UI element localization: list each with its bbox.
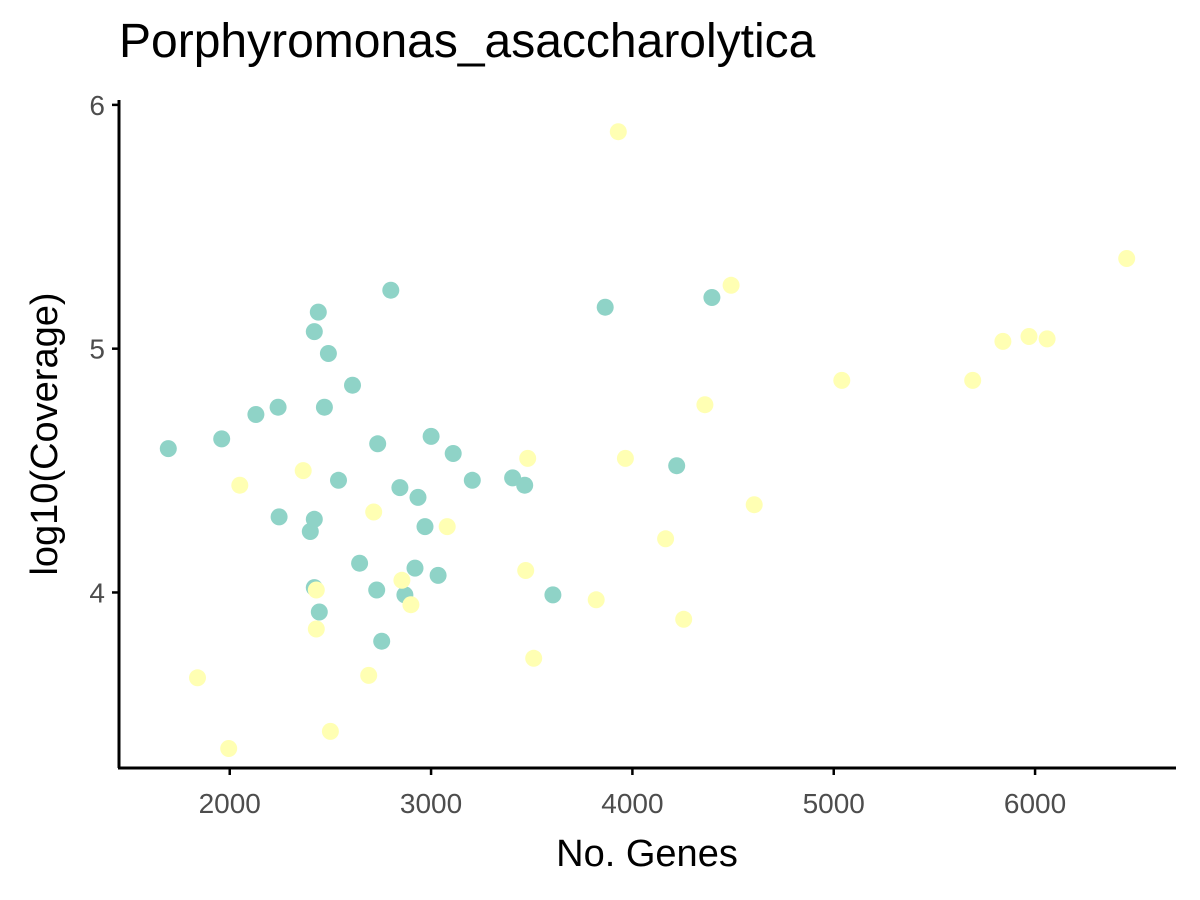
x-tick-label: 5000 — [803, 788, 865, 819]
y-tick-label: 6 — [89, 90, 105, 121]
data-point — [703, 289, 721, 306]
data-point — [422, 427, 440, 445]
data-point — [220, 740, 238, 757]
data-point — [416, 518, 434, 536]
data-point — [393, 571, 411, 589]
data-point — [305, 323, 323, 341]
y-tick-label: 5 — [89, 334, 105, 365]
data-point — [309, 303, 327, 321]
data-point — [1038, 330, 1056, 348]
data-point — [409, 488, 427, 506]
data-point — [596, 298, 614, 316]
data-point — [360, 666, 378, 684]
data-point — [373, 632, 391, 650]
data-point — [994, 332, 1012, 350]
data-point — [964, 371, 982, 389]
data-point — [833, 371, 851, 389]
data-point — [668, 457, 686, 475]
data-point — [213, 430, 231, 448]
data-point — [382, 281, 400, 299]
y-axis-title: log10(Coverage) — [24, 292, 66, 575]
x-tick-label: 2000 — [199, 788, 261, 819]
data-point — [406, 559, 424, 577]
data-point — [369, 435, 387, 453]
data-point — [544, 586, 562, 604]
ticks: 2000 3000 4000 5000 6000 4 5 6 — [89, 90, 1066, 819]
data-point — [344, 376, 361, 394]
y-tick-label: 4 — [89, 577, 105, 608]
data-point — [675, 610, 693, 628]
data-point — [321, 722, 339, 740]
x-tick-label: 3000 — [400, 788, 462, 819]
chart-title: Porphyromonas_asaccharolytica — [119, 15, 816, 68]
data-point — [330, 471, 347, 489]
data-point — [429, 566, 447, 584]
data-point — [444, 445, 462, 462]
x-axis-title: No. Genes — [556, 833, 738, 875]
data-point — [745, 496, 763, 514]
data-point — [247, 406, 265, 423]
data-point — [351, 554, 369, 572]
data-point — [189, 669, 206, 687]
points-layer — [159, 123, 1136, 757]
data-point — [525, 649, 543, 667]
data-point — [319, 345, 337, 362]
data-point — [305, 510, 323, 528]
data-point — [616, 449, 634, 467]
data-point — [307, 620, 325, 638]
data-point — [231, 476, 249, 494]
data-point — [657, 530, 675, 548]
data-point — [463, 471, 481, 489]
x-tick-label: 6000 — [1004, 788, 1066, 819]
data-point — [609, 123, 627, 141]
data-point — [1118, 250, 1136, 267]
data-point — [310, 603, 328, 621]
data-point — [391, 479, 409, 497]
data-point — [516, 476, 534, 494]
x-tick-label: 4000 — [601, 788, 663, 819]
data-point — [438, 518, 456, 536]
data-point — [294, 462, 312, 480]
axes — [117, 100, 1176, 770]
data-point — [696, 396, 714, 414]
data-point — [315, 398, 333, 416]
data-point — [270, 508, 288, 526]
data-point — [307, 581, 325, 599]
data-point — [159, 440, 177, 458]
data-point — [722, 276, 740, 294]
data-point — [365, 503, 383, 521]
data-point — [1020, 328, 1038, 345]
data-point — [402, 596, 420, 614]
data-point — [519, 449, 537, 467]
data-point — [368, 581, 386, 599]
data-point — [269, 398, 287, 416]
data-point — [587, 591, 605, 609]
data-point — [517, 562, 535, 579]
